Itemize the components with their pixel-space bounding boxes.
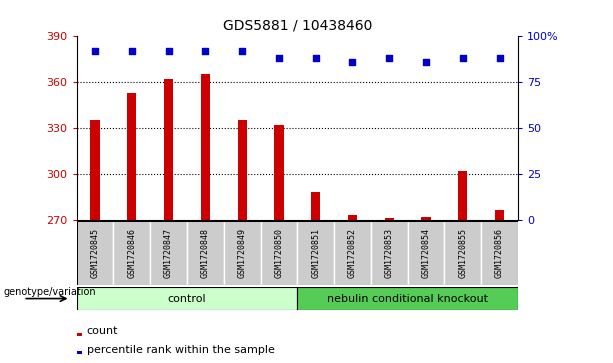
- Point: [495, 56, 504, 61]
- Text: percentile rank within the sample: percentile rank within the sample: [87, 344, 275, 355]
- Text: genotype/variation: genotype/variation: [3, 287, 96, 297]
- Bar: [275, 125, 283, 220]
- Bar: [458, 171, 467, 220]
- Point: [90, 48, 100, 54]
- Text: control: control: [167, 294, 207, 303]
- Text: GSM1720848: GSM1720848: [201, 228, 210, 278]
- Bar: [238, 120, 246, 220]
- Bar: [261, 221, 297, 285]
- Text: GSM1720856: GSM1720856: [495, 228, 504, 278]
- Text: GSM1720850: GSM1720850: [275, 228, 283, 278]
- Bar: [481, 221, 518, 285]
- Text: GSM1720845: GSM1720845: [91, 228, 99, 278]
- Text: GSM1720854: GSM1720854: [422, 228, 430, 278]
- Point: [200, 48, 210, 54]
- Bar: [77, 287, 297, 310]
- Point: [421, 59, 431, 65]
- Bar: [444, 221, 481, 285]
- Text: GSM1720846: GSM1720846: [128, 228, 136, 278]
- Point: [458, 56, 468, 61]
- Text: GSM1720849: GSM1720849: [238, 228, 246, 278]
- Bar: [201, 74, 210, 220]
- Bar: [150, 221, 187, 285]
- Bar: [334, 221, 371, 285]
- Text: GSM1720847: GSM1720847: [164, 228, 173, 278]
- Point: [384, 56, 394, 61]
- Bar: [297, 221, 334, 285]
- Point: [127, 48, 137, 54]
- Bar: [408, 221, 444, 285]
- Bar: [77, 221, 113, 285]
- Bar: [371, 221, 408, 285]
- Text: GSM1720852: GSM1720852: [348, 228, 357, 278]
- Title: GDS5881 / 10438460: GDS5881 / 10438460: [223, 19, 372, 32]
- Bar: [77, 351, 82, 354]
- Point: [311, 56, 321, 61]
- Text: GSM1720855: GSM1720855: [459, 228, 467, 278]
- Text: GSM1720851: GSM1720851: [311, 228, 320, 278]
- Bar: [297, 287, 518, 310]
- Bar: [77, 333, 82, 336]
- Bar: [113, 221, 150, 285]
- Point: [164, 48, 173, 54]
- Bar: [495, 211, 504, 220]
- Bar: [311, 192, 321, 220]
- Point: [348, 59, 357, 65]
- Point: [274, 56, 284, 61]
- Bar: [348, 215, 357, 220]
- Text: count: count: [87, 326, 118, 337]
- Bar: [422, 217, 430, 220]
- Text: nebulin conditional knockout: nebulin conditional knockout: [327, 294, 488, 303]
- Text: GSM1720853: GSM1720853: [385, 228, 394, 278]
- Bar: [91, 120, 100, 220]
- Bar: [164, 79, 173, 220]
- Bar: [187, 221, 224, 285]
- Bar: [128, 93, 137, 220]
- Bar: [385, 218, 394, 220]
- Bar: [224, 221, 261, 285]
- Point: [237, 48, 247, 54]
